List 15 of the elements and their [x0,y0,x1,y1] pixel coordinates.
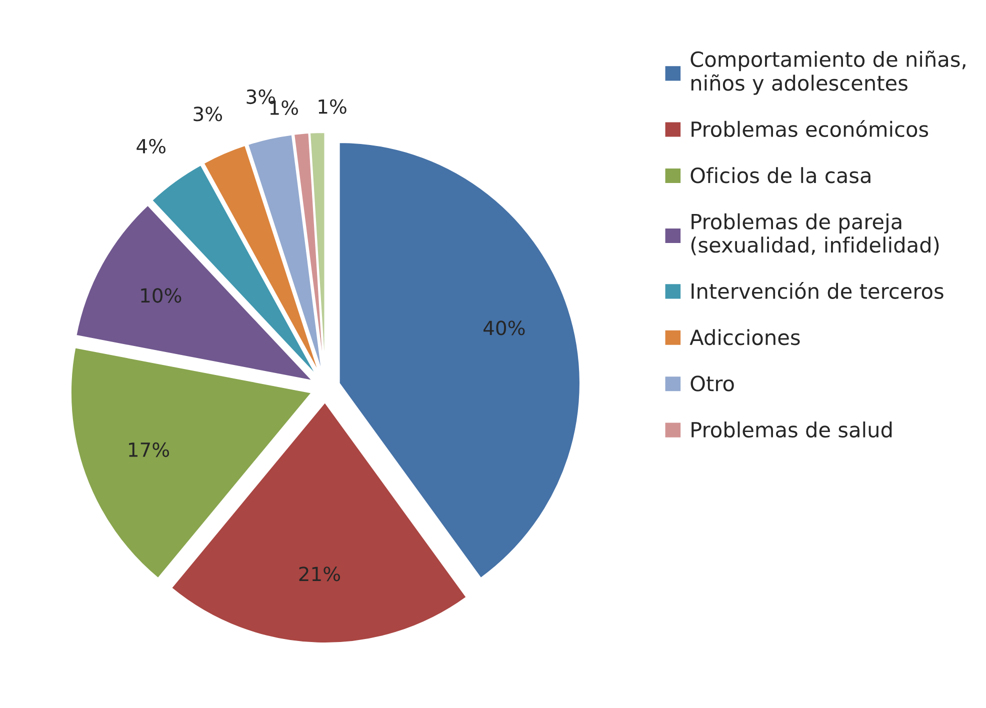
legend-label: Problemas económicos [692,120,928,138]
legend-label: Otro [690,376,734,392]
data-label: 21% [299,566,340,582]
data-label: 40% [484,320,525,336]
data-label: 1% [318,99,346,114]
legend-label: Comportamiento de niñas, niños y adolescentes [690,50,966,95]
legend-label: Problemas de pareja (sexualidad, infidelidad) [691,213,939,256]
data-label: 3% [194,106,222,122]
legend-label: Oficios de la casa [690,167,870,184]
data-label: 17% [129,442,170,458]
data-label: 10% [141,288,182,303]
legend-label: Intervención de terceros [692,282,944,299]
data-label: 4% [136,138,166,154]
legend-label: Adicciones [690,329,800,346]
legend-label: Problemas de salud [692,421,892,438]
